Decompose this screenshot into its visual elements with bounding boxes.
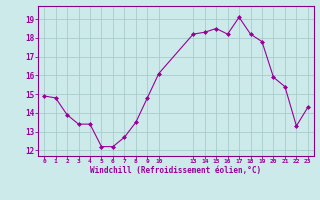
X-axis label: Windchill (Refroidissement éolien,°C): Windchill (Refroidissement éolien,°C) xyxy=(91,166,261,175)
